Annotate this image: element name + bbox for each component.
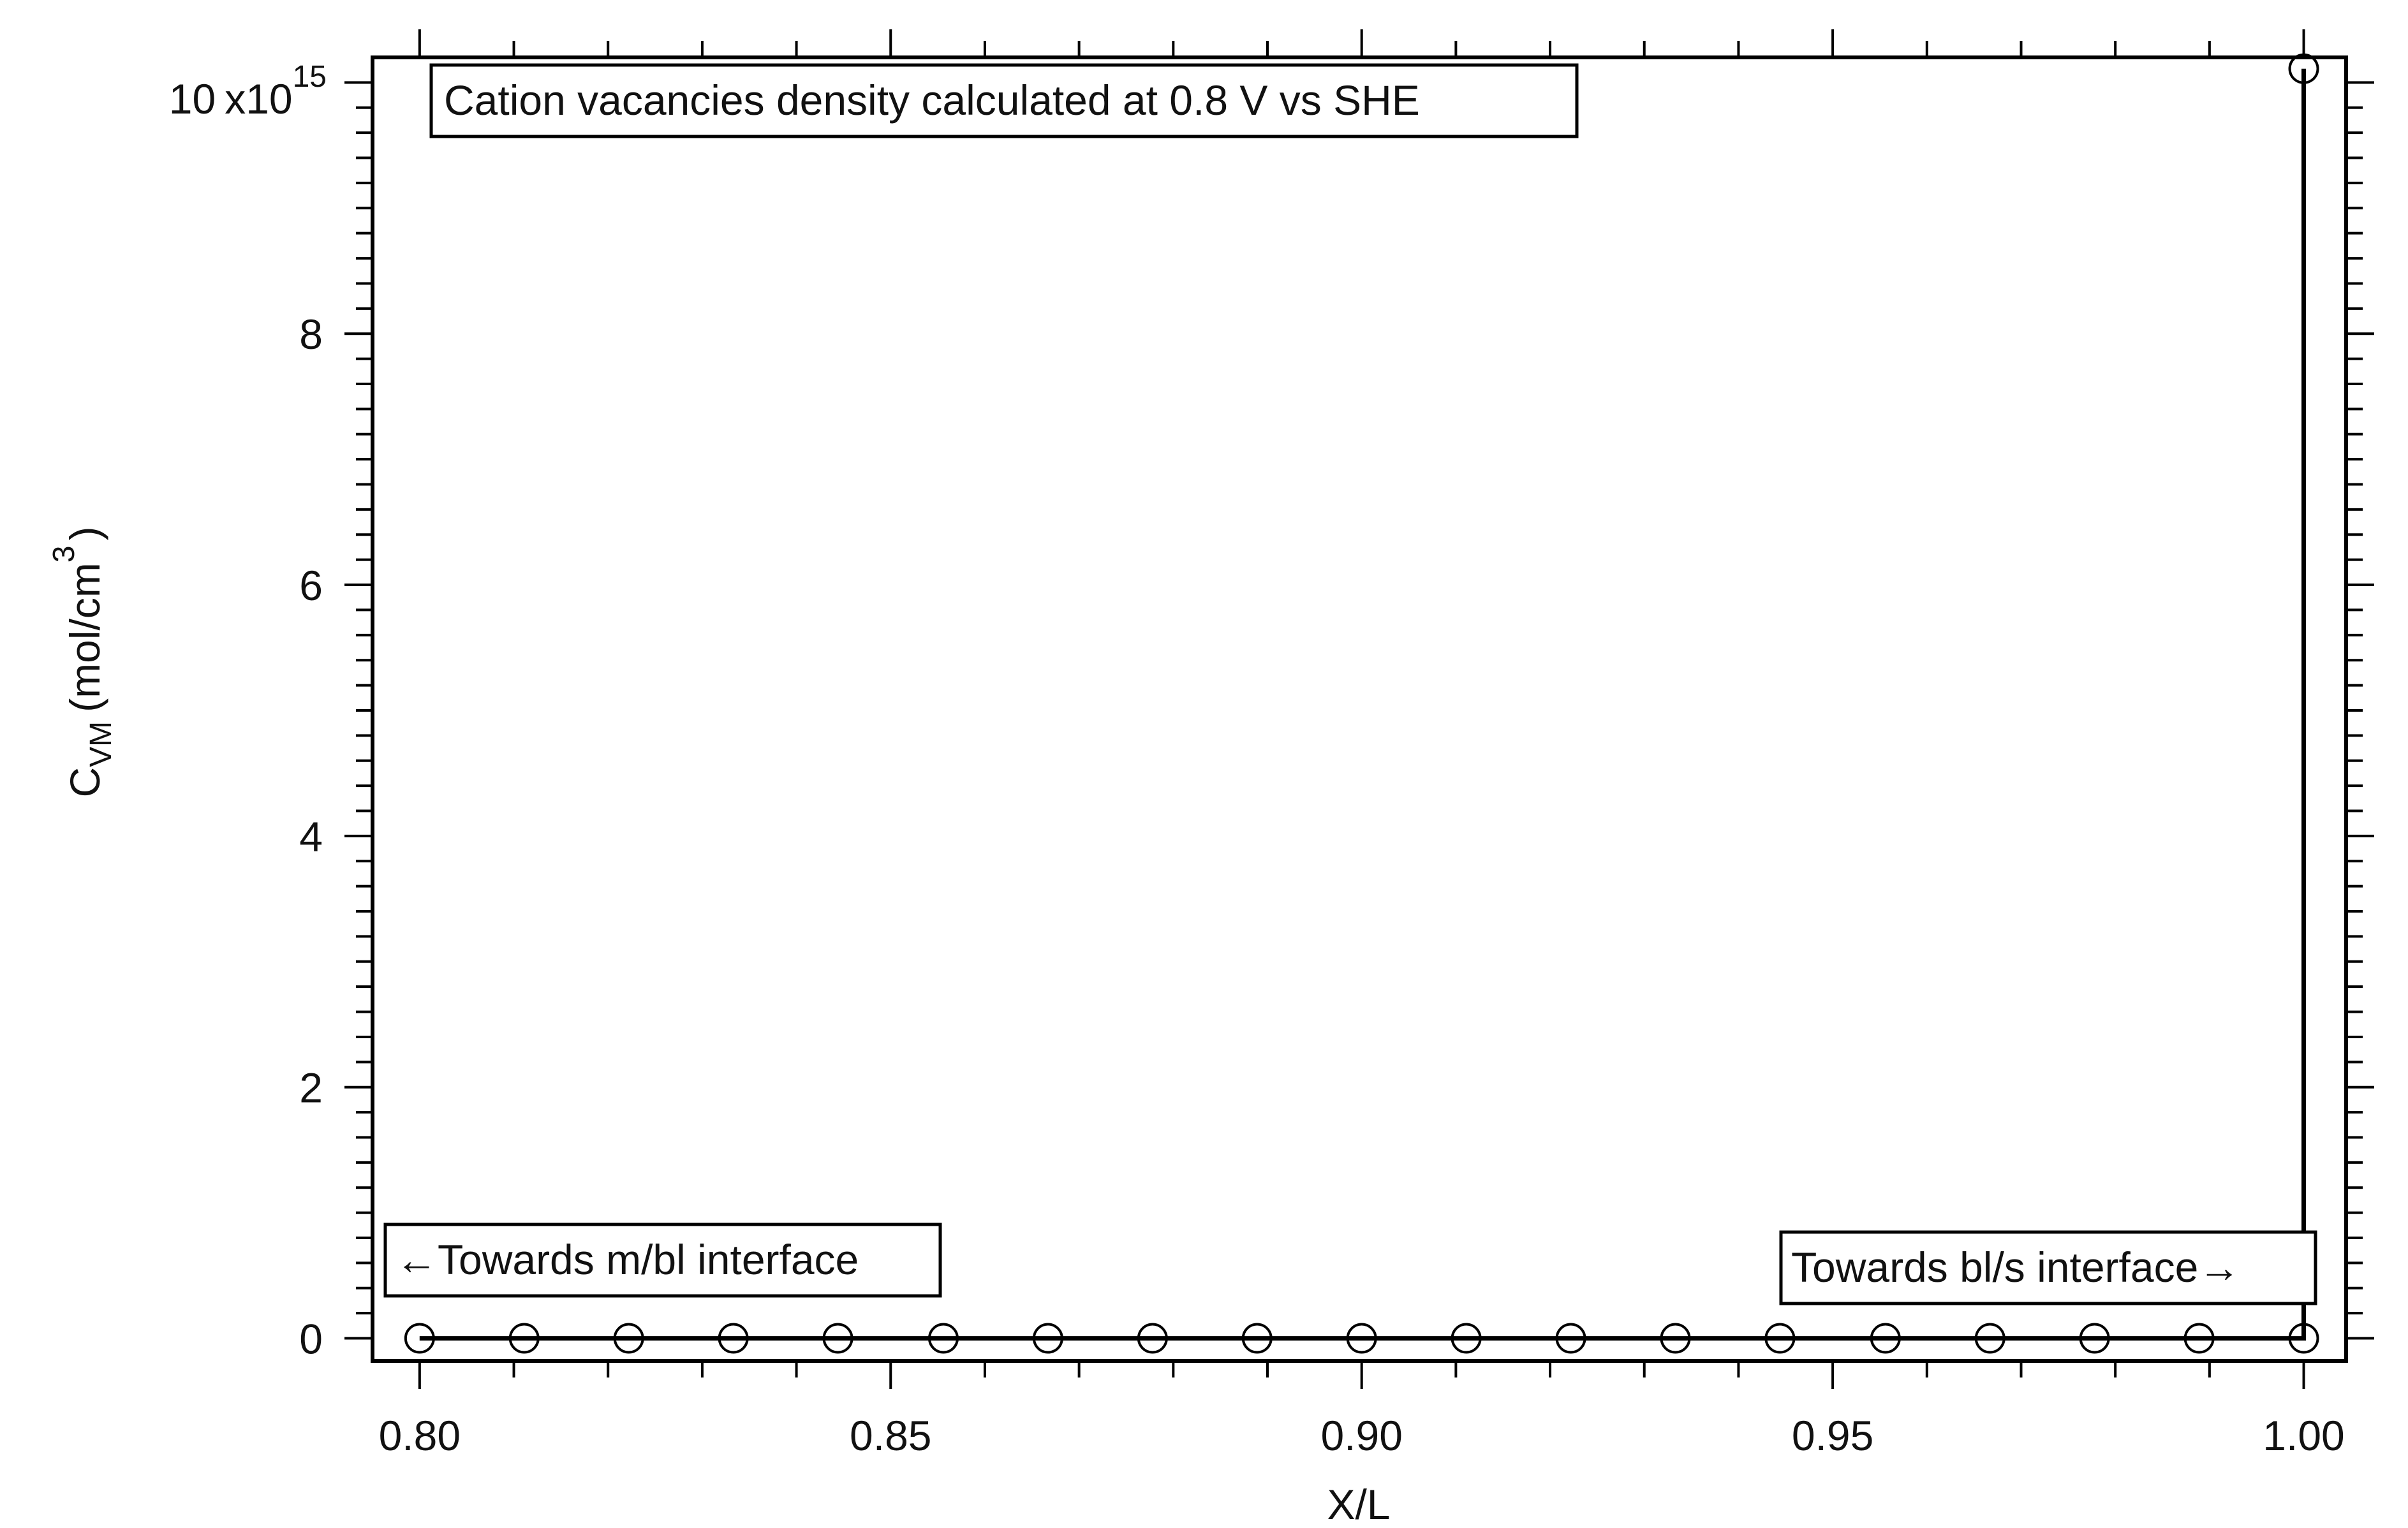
ticks (344, 29, 2374, 1389)
data-point (2079, 1323, 2110, 1354)
y-exponent-label: 10 x1015 (169, 60, 327, 122)
data-series (404, 53, 2319, 1354)
data-point (508, 1323, 540, 1354)
y-axis-title-main: C (61, 767, 108, 798)
data-point (1870, 1323, 1901, 1354)
data-point (1555, 1323, 1586, 1354)
y-tick-label: 8 (299, 311, 323, 358)
y-tick-label: 4 (299, 813, 323, 860)
y-axis-title: CVM (mol/cm3) (47, 526, 118, 797)
data-point (1346, 1323, 1377, 1354)
annotation-top: Cation vacancies density calculated at 0… (429, 63, 1579, 138)
x-axis-title: X/L (1327, 1481, 1390, 1528)
tick-labels: 0.80 0.85 0.90 0.95 1.00 0 2 4 6 8 (299, 311, 2344, 1459)
y-tick-label: 6 (299, 562, 323, 609)
data-point (2288, 53, 2319, 84)
y-axis-title-subscript: VM (84, 721, 118, 767)
annotation-left-text: ←Towards m/bl interface (395, 1236, 859, 1283)
y-exponent-power: 15 (293, 60, 327, 94)
data-point (2183, 1323, 2215, 1354)
data-point (1974, 1323, 2005, 1354)
y-axis-title-unit-superscript: 3 (47, 545, 81, 562)
y-tick-label: 0 (299, 1316, 323, 1363)
annotation-left: ←Towards m/bl interface (383, 1223, 942, 1298)
y-exponent-number: 10 (169, 75, 216, 122)
series-line (419, 68, 2306, 1341)
x-tick-label: 0.80 (379, 1412, 461, 1459)
data-point (613, 1323, 644, 1354)
data-point (927, 1323, 959, 1354)
annotation-top-box (429, 63, 1579, 138)
annotation-right: Towards bl/s interface→ (1779, 1230, 2317, 1305)
x-tick-label: 1.00 (2263, 1412, 2344, 1459)
data-point (1660, 1323, 1691, 1354)
annotation-right-text: Towards bl/s interface→ (1791, 1244, 2240, 1291)
data-point (2288, 1323, 2319, 1354)
data-point (1764, 1323, 1796, 1354)
y-axis-title-unit-close: ) (61, 526, 108, 540)
data-point (404, 1323, 435, 1354)
y-tick-label: 2 (299, 1064, 323, 1112)
y-axis-title-unit: (mol/cm (61, 562, 108, 712)
annotation-top-text: Cation vacancies density calculated at 0… (444, 77, 1420, 124)
x-tick-label: 0.90 (1320, 1412, 1402, 1459)
data-point (1137, 1323, 1168, 1354)
data-point (1241, 1323, 1273, 1354)
annotation-left-box (383, 1223, 942, 1298)
data-point (718, 1323, 749, 1354)
annotation-right-box (1779, 1230, 2317, 1305)
x-tick-label: 0.85 (850, 1412, 931, 1459)
data-point (1451, 1323, 1482, 1354)
y-exponent-base: x10 (225, 75, 292, 122)
data-point (822, 1323, 853, 1354)
x-tick-label: 0.95 (1792, 1412, 1873, 1459)
data-point (1032, 1323, 1063, 1354)
